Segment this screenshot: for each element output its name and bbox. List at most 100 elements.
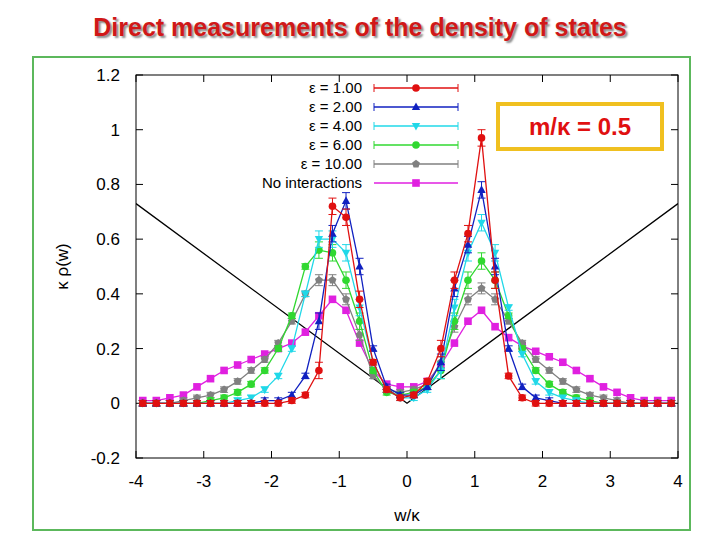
error-bar-cap	[356, 340, 364, 341]
data-point	[600, 383, 608, 391]
data-point	[424, 378, 432, 386]
x-tick-label: -2	[264, 472, 279, 491]
x-tick	[136, 75, 137, 82]
annotation: m/κ = 0.5	[529, 113, 631, 140]
error-bar-cap	[356, 329, 364, 330]
x-tick-label: 4	[673, 472, 682, 491]
error-bar-cap	[315, 247, 323, 248]
data-point	[478, 284, 486, 292]
data-point	[166, 399, 174, 407]
data-point	[410, 391, 418, 399]
error-bar	[356, 291, 364, 307]
data-point	[627, 399, 635, 407]
error-bar-cap	[342, 225, 350, 226]
data-point	[356, 296, 364, 304]
legend-marker	[412, 179, 420, 187]
data-point	[396, 395, 404, 403]
error-bar	[478, 253, 486, 269]
data-point	[315, 367, 323, 375]
data-point	[424, 378, 432, 386]
data-point	[302, 391, 310, 399]
error-bar-cap	[437, 378, 445, 379]
data-point	[274, 373, 282, 381]
y-tick-label: 0	[111, 394, 120, 413]
data-point	[315, 276, 323, 284]
error-bar-cap	[315, 230, 323, 231]
error-bar	[437, 340, 445, 356]
data-point	[193, 399, 201, 407]
y-tick	[671, 184, 678, 185]
data-point	[207, 399, 215, 407]
data-point	[288, 312, 296, 320]
error-bar	[315, 362, 323, 378]
data-point	[518, 382, 526, 390]
data-point	[383, 387, 391, 395]
data-point	[261, 355, 269, 363]
error-bar-cap	[478, 269, 486, 270]
data-point	[654, 399, 662, 407]
error-bar-cap	[342, 261, 350, 262]
data-point	[640, 399, 648, 407]
data-point	[152, 400, 160, 408]
data-point	[613, 399, 621, 407]
series-line	[143, 299, 671, 400]
data-point	[667, 399, 675, 407]
y-tick	[136, 348, 143, 349]
data-point	[206, 400, 214, 408]
data-point	[491, 323, 499, 331]
data-point	[613, 399, 621, 407]
data-point	[613, 399, 621, 407]
error-bar	[491, 258, 499, 274]
data-point	[315, 236, 323, 244]
data-point	[572, 399, 580, 407]
data-point	[586, 399, 594, 407]
error-bar	[328, 198, 336, 214]
data-point	[220, 400, 228, 408]
data-point	[586, 400, 594, 408]
plot-area	[136, 130, 678, 408]
data-point	[654, 399, 662, 407]
data-point	[654, 400, 662, 408]
series	[139, 242, 675, 407]
x-tick-label: 2	[538, 472, 547, 491]
data-point	[342, 196, 350, 204]
data-point	[572, 385, 580, 393]
data-point	[247, 399, 255, 407]
data-point	[667, 399, 675, 407]
legend-error-cap	[458, 84, 459, 92]
error-bar-cap	[437, 356, 445, 357]
error-bar	[315, 231, 323, 247]
data-point	[247, 380, 255, 388]
data-point	[600, 399, 608, 407]
data-point	[383, 385, 391, 393]
error-bar	[315, 313, 323, 329]
legend-marker	[412, 84, 420, 92]
error-bar-cap	[464, 241, 472, 242]
data-point	[640, 400, 648, 408]
data-point	[206, 399, 214, 407]
data-point	[220, 367, 228, 375]
error-bar-cap	[356, 291, 364, 292]
data-point	[505, 372, 513, 380]
x-tick	[610, 451, 611, 458]
x-tick	[678, 75, 679, 82]
y-tick	[671, 75, 678, 76]
error-bar-cap	[328, 214, 336, 215]
y-tick	[671, 293, 678, 294]
data-point	[599, 399, 607, 407]
error-bar-cap	[478, 293, 486, 294]
x-tick	[203, 451, 204, 458]
error-bar-cap	[356, 307, 364, 308]
error-bar-cap	[464, 304, 472, 305]
data-point	[667, 399, 675, 407]
legend-label: ε = 4.00	[309, 117, 362, 134]
error-bar-cap	[464, 225, 472, 226]
data-point	[261, 399, 269, 407]
annotation-box	[498, 104, 662, 149]
error-bar-cap	[342, 244, 350, 245]
data-point	[600, 399, 608, 407]
data-point	[654, 399, 662, 407]
data-point	[247, 366, 255, 374]
legend-error-cap	[374, 160, 375, 168]
data-point	[478, 134, 486, 142]
